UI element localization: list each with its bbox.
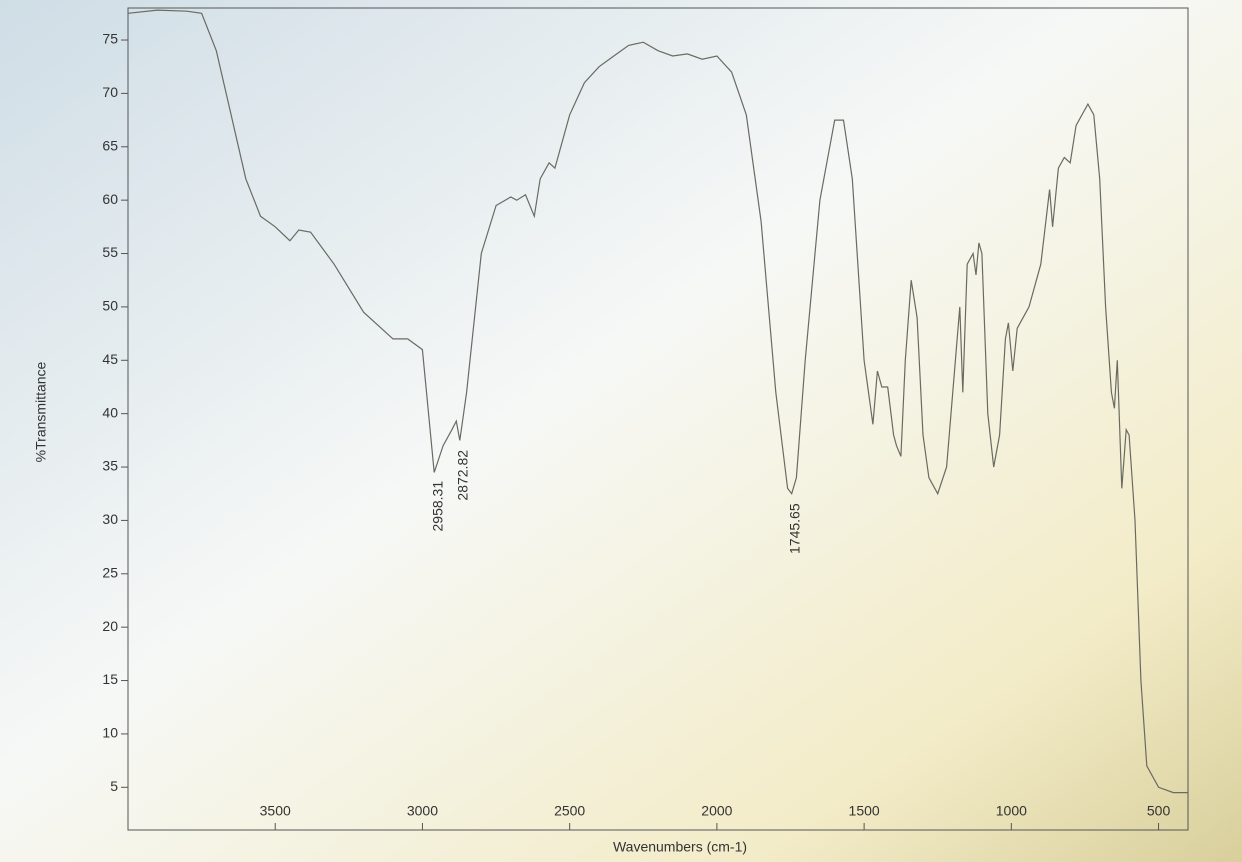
y-tick-label: 35 [102,458,118,474]
x-tick-label: 2500 [554,803,585,819]
peak-label: 2958.31 [429,481,445,532]
x-tick-label: 1500 [849,803,880,819]
y-tick-label: 30 [102,511,118,527]
x-tick-label: 2000 [701,803,732,819]
y-tick-label: 10 [102,725,118,741]
y-tick-label: 70 [102,84,118,100]
y-tick-label: 55 [102,244,118,260]
y-tick-label: 60 [102,191,118,207]
y-axis-label: %Transmittance [33,361,49,462]
x-tick-label: 3500 [260,803,291,819]
peak-label: 1745.65 [786,503,802,554]
spectrum-line [127,9,1188,794]
y-tick-label: 15 [102,671,118,687]
y-tick-label: 65 [102,137,118,153]
x-tick-label: 500 [1147,803,1171,819]
x-tick-label: 1000 [996,803,1027,819]
y-tick-label: 5 [110,778,118,794]
y-tick-label: 40 [102,404,118,420]
y-tick-label: 45 [102,351,118,367]
y-tick-label: 20 [102,618,118,634]
x-tick-label: 3000 [407,803,438,819]
plot-frame [127,7,1189,831]
y-tick-label: 50 [102,298,118,314]
x-axis-label: Wavenumbers (cm-1) [613,839,747,855]
y-tick-label: 75 [102,31,118,47]
peak-label: 2872.82 [455,450,471,501]
y-tick-label: 25 [102,564,118,580]
